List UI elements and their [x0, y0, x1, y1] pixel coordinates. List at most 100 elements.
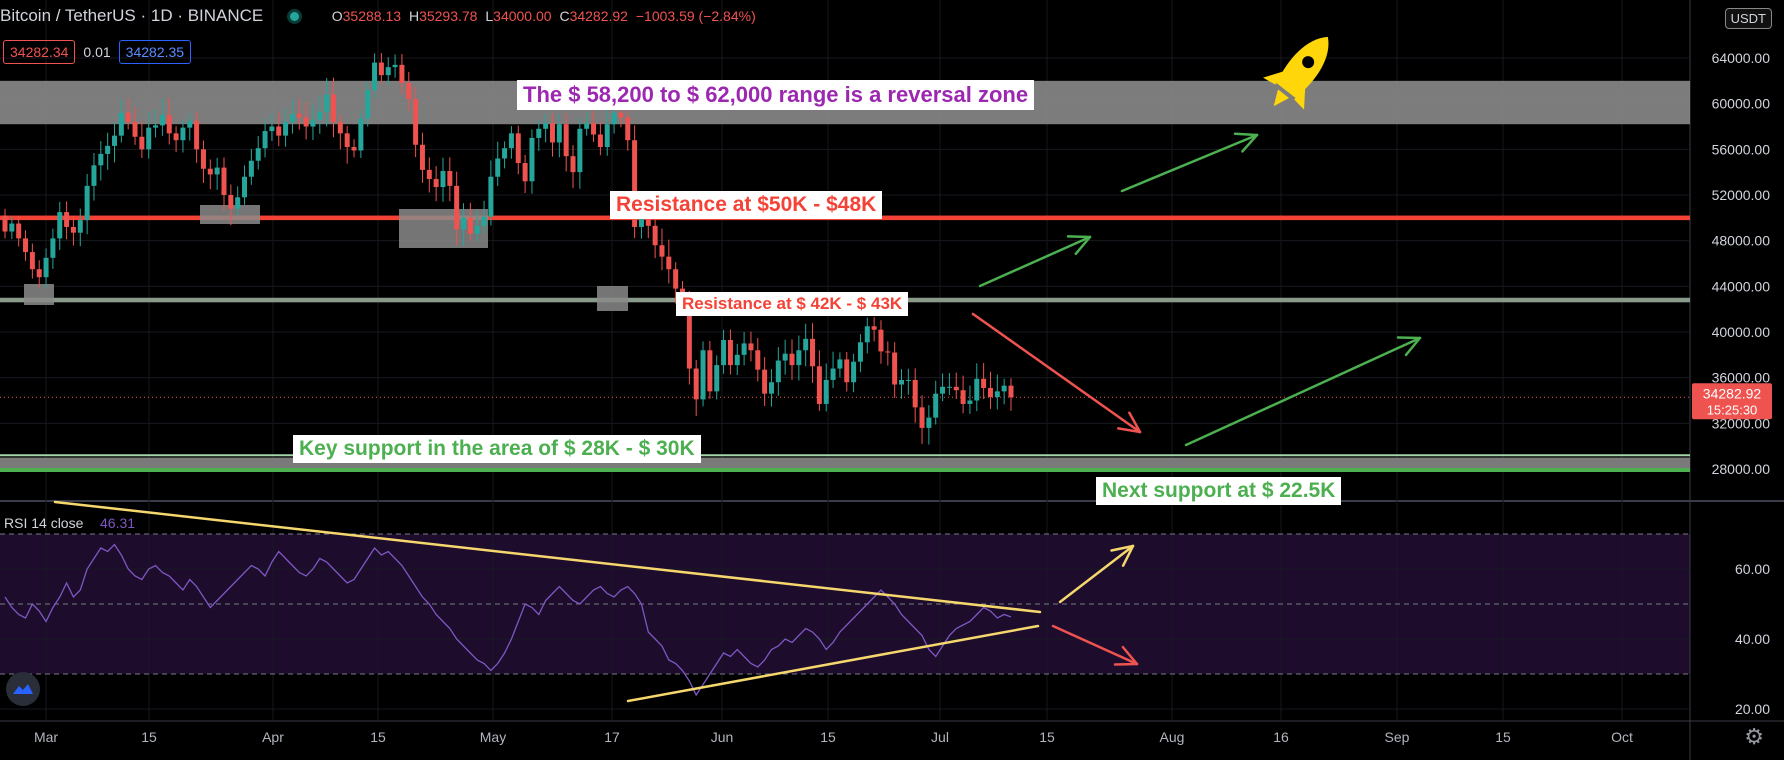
candle	[912, 368, 918, 423]
candle	[734, 343, 740, 376]
candle-body	[132, 121, 138, 137]
candle	[919, 395, 925, 444]
x-tick-label: Apr	[262, 729, 284, 745]
annotation-resistance-50k: Resistance at $50K - $48K	[610, 191, 883, 219]
candle	[98, 141, 104, 181]
candle	[967, 385, 973, 414]
candle	[782, 339, 788, 375]
candle	[118, 98, 124, 143]
candle	[365, 81, 371, 127]
candle	[768, 369, 774, 407]
annotation-key-support: Key support in the area of $ 28K - $ 30K	[293, 435, 701, 463]
candle-body	[1008, 385, 1014, 398]
candle-body	[358, 118, 364, 151]
price-axis: Mar 15 Apr 15 May 17 Jun 15 Jul 15 Aug 16 Sep 15 Oct 28…	[34, 50, 1772, 745]
candle-body	[618, 112, 624, 118]
candle	[830, 351, 836, 389]
candle-body	[686, 298, 692, 369]
candle-body	[365, 89, 371, 119]
candle	[330, 77, 336, 138]
currency-label[interactable]: USDT	[1724, 8, 1772, 29]
candle-body	[919, 407, 925, 428]
x-tick-label: 15	[370, 729, 386, 745]
candle-body	[591, 123, 597, 135]
candle	[255, 135, 261, 170]
candle-body	[762, 369, 768, 394]
candle	[77, 208, 83, 247]
candle-body	[194, 120, 200, 150]
candle-body	[741, 343, 747, 355]
candle-body	[57, 212, 63, 239]
rocket-fin	[1294, 85, 1306, 110]
candle	[153, 109, 159, 138]
buy-price-button[interactable]: 34282.35	[118, 40, 192, 64]
candle-body	[351, 147, 357, 151]
candle-body	[200, 149, 206, 169]
symbol-title[interactable]: Bitcoin / TetherUS · 1D · BINANCE	[0, 6, 264, 25]
candle	[29, 243, 35, 279]
candle	[584, 111, 590, 136]
candle	[515, 125, 521, 175]
candle	[714, 355, 720, 400]
candle	[796, 335, 802, 381]
candle	[111, 122, 117, 163]
candle	[659, 228, 665, 271]
candle-body	[337, 121, 343, 134]
candle-body	[166, 115, 172, 134]
candle-body	[419, 144, 425, 170]
candle-body	[816, 366, 822, 404]
candle	[221, 157, 227, 211]
candle-body	[372, 62, 378, 90]
arrow-up-to-resistance	[978, 235, 1092, 288]
candle-body	[666, 256, 672, 270]
candle	[283, 108, 289, 147]
candle-body	[105, 145, 111, 154]
candle	[84, 173, 90, 235]
candle	[36, 260, 42, 288]
rocket-window	[1302, 56, 1315, 69]
candle	[693, 360, 699, 416]
last-price-value: 34282.92	[1703, 385, 1762, 401]
candle-body	[255, 148, 261, 161]
candle	[816, 350, 822, 411]
rsi-breakout-arrow	[1058, 544, 1135, 604]
candle-body	[440, 171, 446, 188]
candle	[940, 373, 946, 402]
candle	[392, 54, 398, 78]
sell-price-button[interactable]: 34282.34	[3, 40, 76, 64]
candle	[625, 102, 631, 151]
support-zone	[0, 457, 1690, 469]
gear-icon[interactable]: ⚙	[1744, 724, 1764, 749]
tradingview-logo-icon[interactable]	[6, 672, 40, 706]
candle-body	[721, 339, 727, 366]
candle-body	[878, 329, 884, 352]
candlesticks	[2, 53, 1014, 445]
x-tick-label: 17	[604, 729, 620, 745]
rocket-shape	[1263, 36, 1329, 110]
candle-body	[98, 153, 104, 166]
annotation-next-support: Next support at $ 22.5K	[1096, 477, 1342, 505]
rsi-pane: RSI 14 close 46.31	[4, 515, 1012, 697]
candle	[467, 202, 473, 241]
candle-body	[180, 127, 186, 141]
candle-body	[461, 217, 467, 230]
candle-body	[187, 120, 193, 128]
candle-body	[289, 113, 295, 122]
candle	[926, 405, 932, 445]
candle	[570, 145, 576, 189]
candle	[50, 228, 56, 269]
candle	[166, 98, 172, 145]
arrow-up-to-resistance-head	[1074, 235, 1092, 256]
candle	[892, 342, 898, 399]
candle-body	[768, 382, 774, 394]
candle	[987, 371, 993, 409]
candle	[433, 166, 439, 202]
candle-body	[310, 119, 316, 127]
candle	[372, 53, 378, 99]
candle-body	[269, 126, 275, 132]
chart-header: Bitcoin / TetherUS · 1D · BINANCE O35288…	[0, 6, 760, 26]
candle-body	[454, 185, 460, 230]
candle	[864, 317, 870, 354]
